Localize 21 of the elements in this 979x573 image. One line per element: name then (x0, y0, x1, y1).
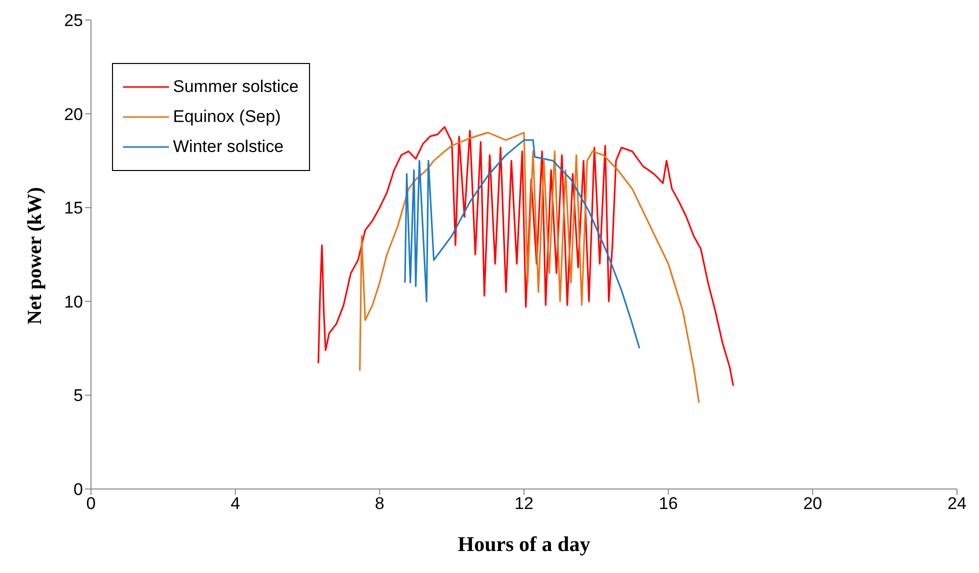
line-series (318, 126, 734, 387)
y-tick-label: 10 (64, 292, 83, 312)
y-tick-label: 0 (74, 480, 83, 500)
y-axis-title: Net power (kW) (24, 187, 46, 324)
y-tick-label: 5 (74, 386, 83, 406)
line-series (404, 139, 640, 350)
legend-label: Winter solstice (173, 137, 284, 157)
legend-label: Equinox (Sep) (173, 107, 281, 127)
x-tick-label: 4 (230, 494, 240, 514)
x-tick-label: 12 (514, 494, 534, 514)
legend-label: Summer solstice (173, 77, 299, 97)
x-tick-label: 20 (803, 494, 822, 514)
x-tick-label: 16 (658, 494, 678, 514)
y-tick-label: 20 (64, 104, 83, 124)
x-tick-label: 0 (86, 494, 96, 514)
y-tick-label: 15 (64, 198, 83, 218)
x-tick-label: 24 (948, 494, 966, 514)
line-series (359, 132, 700, 404)
y-tick-label: 25 (64, 11, 83, 30)
x-tick-label: 8 (374, 494, 384, 514)
x-axis-title: Hours of a day (458, 532, 591, 556)
